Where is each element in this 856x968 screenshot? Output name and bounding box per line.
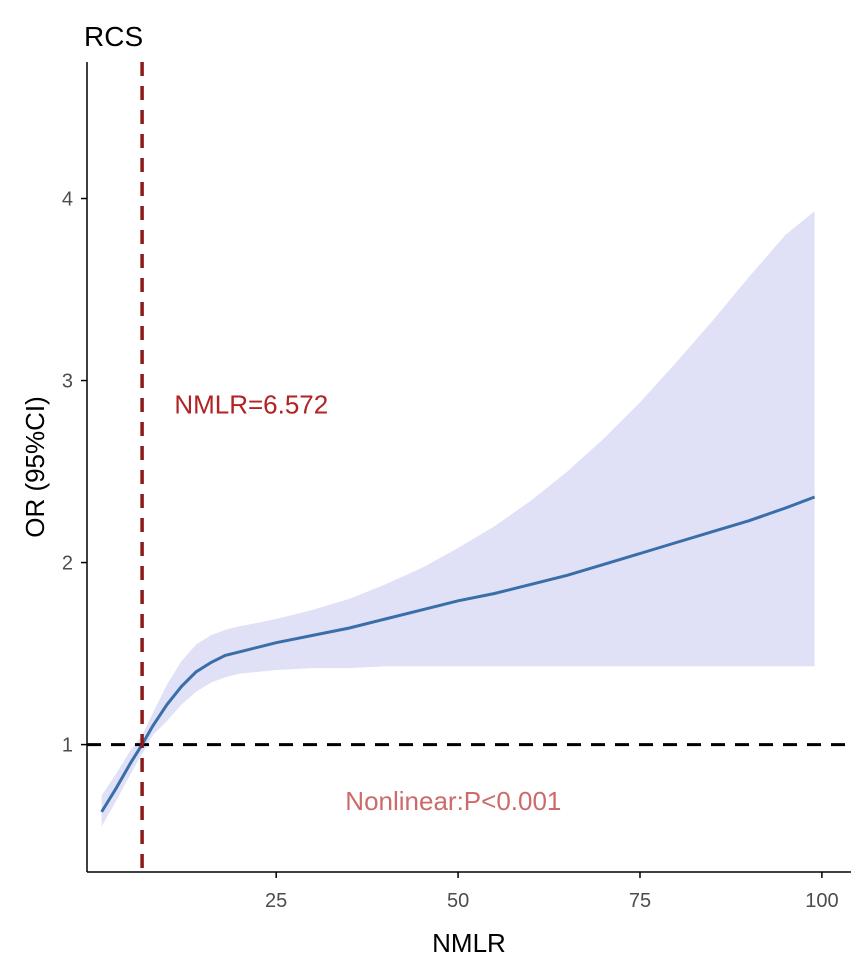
y-tick-label: 1	[62, 735, 73, 757]
plot-area	[87, 62, 851, 872]
y-tick-label: 3	[62, 371, 73, 393]
x-tick-label: 100	[805, 890, 838, 912]
x-tick-label: 25	[265, 890, 287, 912]
x-tick-label: 75	[629, 890, 651, 912]
y-axis-ticks: 1 2 3 4	[62, 189, 87, 757]
x-axis-ticks: 25 50 75 100	[265, 872, 839, 912]
y-axis-title: OR (95%CI)	[20, 396, 50, 538]
or-estimate-line	[100, 495, 816, 813]
nonlinear-p-annotation: Nonlinear:P<0.001	[345, 786, 561, 816]
y-tick-label: 4	[62, 189, 73, 211]
chart-title: RCS	[84, 21, 143, 52]
cutoff-annotation: NMLR=6.572	[174, 389, 328, 419]
x-axis-title: NMLR	[432, 928, 506, 958]
y-tick-label: 2	[62, 553, 73, 575]
x-tick-label: 50	[447, 890, 469, 912]
confidence-interval-band	[101, 211, 815, 827]
